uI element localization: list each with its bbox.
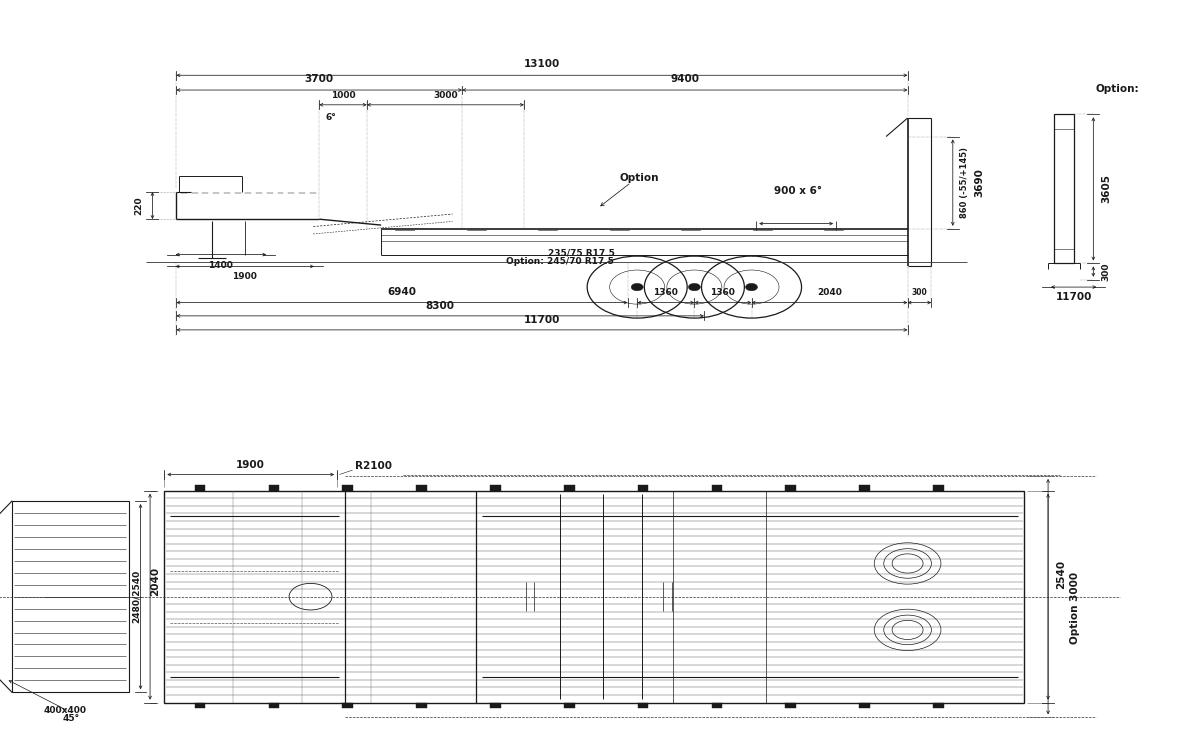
Bar xyxy=(860,486,871,491)
Text: 1900: 1900 xyxy=(232,272,257,281)
Bar xyxy=(638,703,649,708)
Bar xyxy=(565,486,574,491)
Text: 11700: 11700 xyxy=(1055,292,1092,302)
Bar xyxy=(195,486,206,491)
Text: 13100: 13100 xyxy=(524,59,560,69)
Bar xyxy=(934,703,944,708)
Text: 1900: 1900 xyxy=(236,460,266,470)
Text: 220: 220 xyxy=(133,196,143,215)
Text: 1360: 1360 xyxy=(711,289,735,297)
Text: 2040: 2040 xyxy=(150,568,160,596)
Bar xyxy=(712,486,722,491)
Bar xyxy=(164,491,1024,703)
Text: 3700: 3700 xyxy=(305,74,333,84)
Bar xyxy=(638,486,649,491)
Bar xyxy=(195,703,206,708)
Text: 45°: 45° xyxy=(63,714,80,723)
Text: 3605: 3605 xyxy=(1102,174,1111,204)
Bar xyxy=(860,703,871,708)
Bar xyxy=(934,486,944,491)
Bar xyxy=(268,703,279,708)
Bar xyxy=(712,703,722,708)
Text: 2040: 2040 xyxy=(817,289,842,297)
Bar xyxy=(343,703,353,708)
Circle shape xyxy=(631,283,643,291)
Text: 2480/2540: 2480/2540 xyxy=(131,570,141,624)
Bar xyxy=(786,486,797,491)
Bar xyxy=(268,486,279,491)
Text: 235/75 R17.5: 235/75 R17.5 xyxy=(548,249,615,258)
Text: 6940: 6940 xyxy=(387,287,417,297)
Text: 400x400: 400x400 xyxy=(44,706,87,715)
Text: 1360: 1360 xyxy=(654,289,678,297)
Text: 11700: 11700 xyxy=(524,314,560,325)
Bar xyxy=(491,703,501,708)
Text: 300: 300 xyxy=(911,289,928,297)
Bar xyxy=(491,486,501,491)
Text: Option: Option xyxy=(619,173,659,183)
Bar xyxy=(416,703,426,708)
Text: 900 x 6°: 900 x 6° xyxy=(774,186,822,196)
Text: R2100: R2100 xyxy=(355,461,392,471)
Text: 1400: 1400 xyxy=(208,261,233,269)
Bar xyxy=(565,703,574,708)
Text: 3690: 3690 xyxy=(974,168,984,197)
Text: 1000: 1000 xyxy=(331,91,355,100)
Text: 2540: 2540 xyxy=(1056,560,1066,589)
Bar xyxy=(1054,114,1074,263)
Text: 9400: 9400 xyxy=(671,74,699,84)
Text: 8300: 8300 xyxy=(425,300,455,311)
Circle shape xyxy=(746,283,757,291)
Text: Option:: Option: xyxy=(1096,84,1140,94)
Text: Option: 245/70 R17.5: Option: 245/70 R17.5 xyxy=(506,257,613,266)
Text: 860 (-55/+145): 860 (-55/+145) xyxy=(960,147,969,218)
Bar xyxy=(343,486,353,491)
Circle shape xyxy=(688,283,700,291)
Text: 3000: 3000 xyxy=(434,91,457,100)
Bar xyxy=(12,501,129,692)
Bar xyxy=(786,703,797,708)
Text: Option 3000: Option 3000 xyxy=(1070,572,1079,644)
Text: 6°: 6° xyxy=(325,113,336,122)
Bar xyxy=(416,486,426,491)
Text: 300: 300 xyxy=(1102,262,1111,281)
